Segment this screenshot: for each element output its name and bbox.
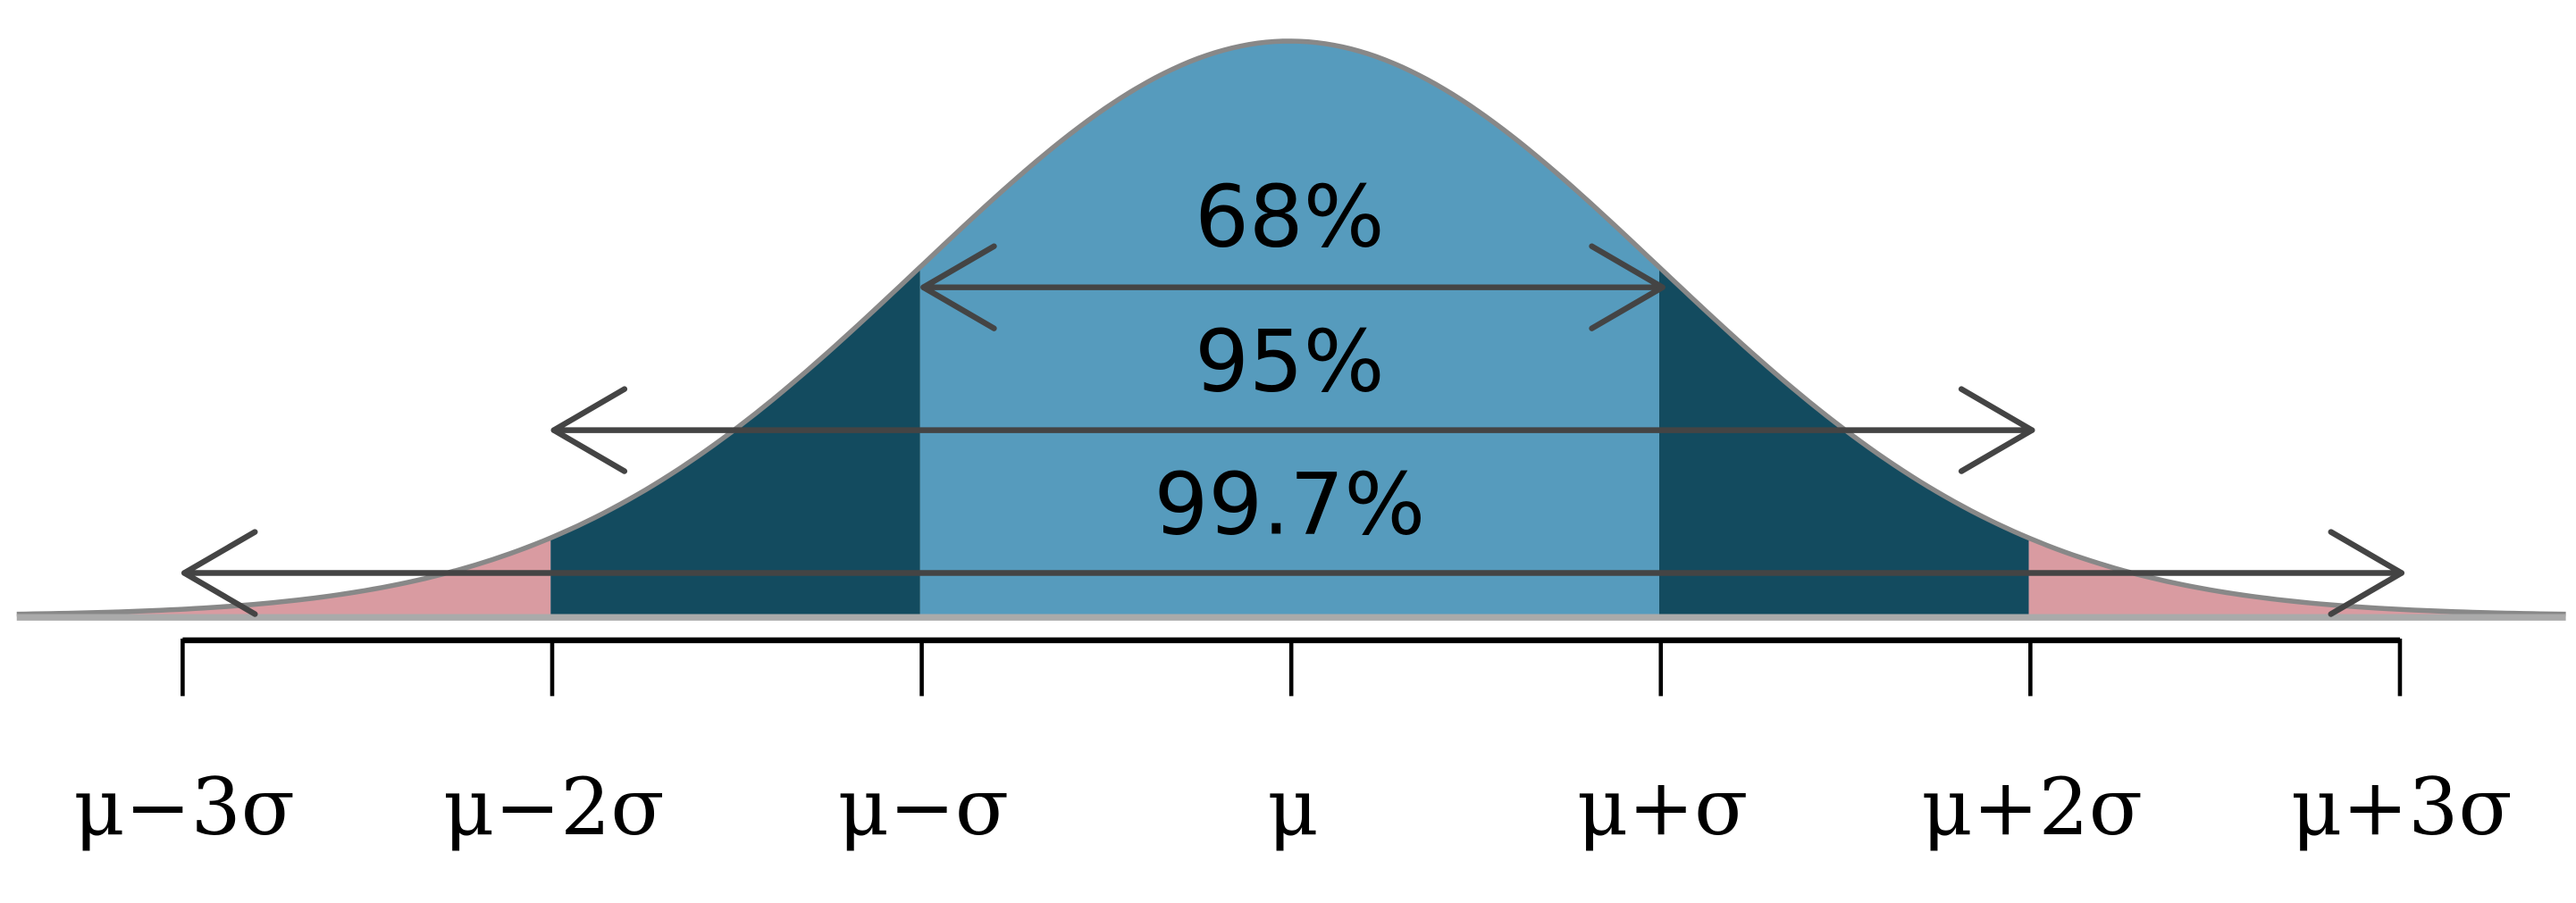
arrowhead-left-icon: [550, 386, 628, 474]
arrowhead-left-icon: [181, 529, 258, 617]
arrowhead-right-icon: [1589, 243, 1666, 331]
tick-label: μ−σ: [838, 761, 1009, 853]
interval-arrows: [181, 243, 2405, 617]
tick-label: μ−3σ: [73, 761, 295, 853]
tick-labels: μ−3σ μ−2σ μ−σ μ μ+σ μ+2σ μ+3σ: [73, 761, 2512, 853]
shaded-region: [16, 538, 551, 616]
shaded-region: [2028, 538, 2566, 616]
tick-label: μ−2σ: [443, 761, 665, 853]
interval-label-99-7: 99.7%: [1154, 454, 1426, 554]
sigma-axis: [180, 637, 2403, 697]
tick-label: μ+2σ: [1921, 761, 2143, 853]
arrowhead-right-icon: [2328, 529, 2405, 617]
shaded-region: [919, 40, 1659, 616]
arrowhead-right-icon: [1958, 386, 2035, 474]
tick-label: μ+3σ: [2291, 761, 2513, 853]
interval-label-95: 95%: [1195, 311, 1384, 411]
interval-label-68: 68%: [1195, 167, 1384, 267]
tick-label: μ+σ: [1577, 761, 1748, 853]
tick-label: μ: [1267, 761, 1318, 853]
arrowhead-left-icon: [920, 243, 997, 331]
